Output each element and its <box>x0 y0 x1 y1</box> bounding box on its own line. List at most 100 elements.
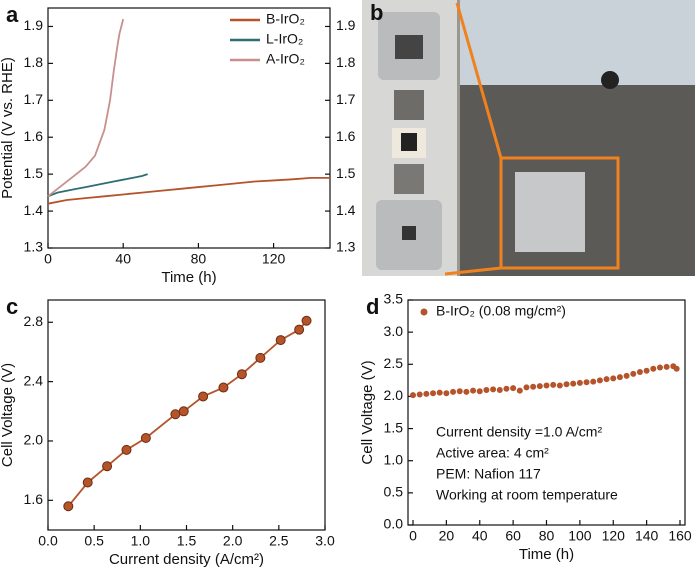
point <box>301 315 312 326</box>
y2-tick-label: 1.9 <box>336 17 356 33</box>
point <box>436 389 443 396</box>
x-tick-label: 0.5 <box>84 533 104 549</box>
y-tick-label: 1.0 <box>384 451 404 467</box>
x-tick-label: 2.5 <box>269 533 289 549</box>
legend-label: B-IrO₂ <box>266 11 305 27</box>
point <box>490 386 497 393</box>
photo-knob <box>601 71 619 89</box>
y2-tick-label: 1.8 <box>336 54 356 70</box>
point <box>218 382 229 393</box>
point <box>82 477 93 488</box>
y-tick-label: 2.0 <box>384 387 404 403</box>
x-tick-label: 0 <box>409 528 417 544</box>
series-line <box>47 173 148 198</box>
y-tick-label: 0.5 <box>384 484 404 500</box>
x-tick-label: 160 <box>668 528 692 544</box>
y-tick-label: 1.6 <box>24 128 44 144</box>
point <box>178 406 189 417</box>
x-tick-label: 1.5 <box>177 533 197 549</box>
point <box>140 433 151 443</box>
point <box>576 379 583 386</box>
y2-tick-label: 1.7 <box>336 91 356 107</box>
point <box>536 383 543 390</box>
point <box>603 376 610 383</box>
point <box>616 374 623 381</box>
photo-gdl <box>394 90 424 120</box>
x-tick-label: 20 <box>439 528 455 544</box>
point <box>530 383 537 390</box>
x-tick-label: 40 <box>472 528 488 544</box>
point <box>623 372 630 379</box>
x-tick-label: 100 <box>568 528 592 544</box>
point <box>121 444 132 455</box>
annotation: PEM: Nafion 117 <box>436 466 541 482</box>
point <box>275 335 286 346</box>
y-tick-label: 2.5 <box>384 355 404 371</box>
x-tick-label: 0 <box>44 251 52 267</box>
point <box>416 391 423 398</box>
x-tick-label: 0.0 <box>38 533 58 549</box>
legend-label: L-IrO₂ <box>266 31 303 47</box>
series-line <box>47 176 330 205</box>
legend-swatch <box>420 308 428 316</box>
x-tick-label: 2.0 <box>223 533 243 549</box>
point <box>656 364 663 371</box>
x-tick-label: 120 <box>602 528 626 544</box>
y-axis-label: Cell Voltage (V) <box>359 360 376 464</box>
point <box>663 363 670 370</box>
point <box>456 388 463 395</box>
y-tick-label: 1.3 <box>24 239 44 255</box>
y-tick-label: 1.6 <box>24 491 44 507</box>
point <box>443 390 450 397</box>
x-axis-label: Time (h) <box>161 269 216 286</box>
y2-tick-label: 1.3 <box>336 239 356 255</box>
annotation: Active area: 4 cm² <box>436 445 549 461</box>
photo-flow-field <box>395 35 423 59</box>
point <box>483 387 490 393</box>
panel-label: c <box>6 294 18 319</box>
y-tick-label: 1.9 <box>24 17 44 33</box>
point <box>503 385 510 392</box>
x-axis-label: Current density (A/cm²) <box>109 551 264 568</box>
point <box>255 352 266 363</box>
point <box>496 387 503 393</box>
point <box>673 365 680 372</box>
point <box>476 388 483 395</box>
photo-cell <box>515 172 585 252</box>
x-tick-label: 40 <box>115 251 131 267</box>
annotation: Working at room temperature <box>436 487 618 503</box>
x-tick-label: 80 <box>539 528 555 544</box>
point <box>102 461 113 472</box>
point <box>596 377 603 384</box>
y-axis-label: Potential (V vs. RHE) <box>0 57 16 199</box>
x-tick-label: 80 <box>191 251 207 267</box>
x-tick-label: 1.0 <box>131 533 151 549</box>
zoom-line <box>455 2 503 159</box>
x-tick-label: 140 <box>635 528 659 544</box>
point <box>590 378 597 385</box>
plot-frame <box>47 7 331 249</box>
panel-label: a <box>6 2 19 27</box>
y2-tick-label: 1.6 <box>336 128 356 144</box>
point <box>170 409 181 420</box>
zoom-line <box>444 266 502 276</box>
point <box>510 385 517 392</box>
x-tick-label: 60 <box>505 528 521 544</box>
y-tick-label: 2.4 <box>24 372 44 388</box>
y-tick-label: 1.4 <box>24 202 44 218</box>
point <box>650 365 657 372</box>
point <box>570 380 577 387</box>
photo: b <box>362 0 695 276</box>
legend-label: B-IrO₂ (0.08 mg/cm²) <box>436 303 566 319</box>
y-tick-label: 3.5 <box>384 291 404 307</box>
point <box>198 391 209 402</box>
photo-catalyst <box>401 133 417 151</box>
point <box>543 382 550 389</box>
point <box>63 501 74 512</box>
point <box>583 379 590 386</box>
point <box>643 367 650 374</box>
point <box>450 388 457 395</box>
point <box>294 324 305 335</box>
panel-label: b <box>370 0 383 25</box>
